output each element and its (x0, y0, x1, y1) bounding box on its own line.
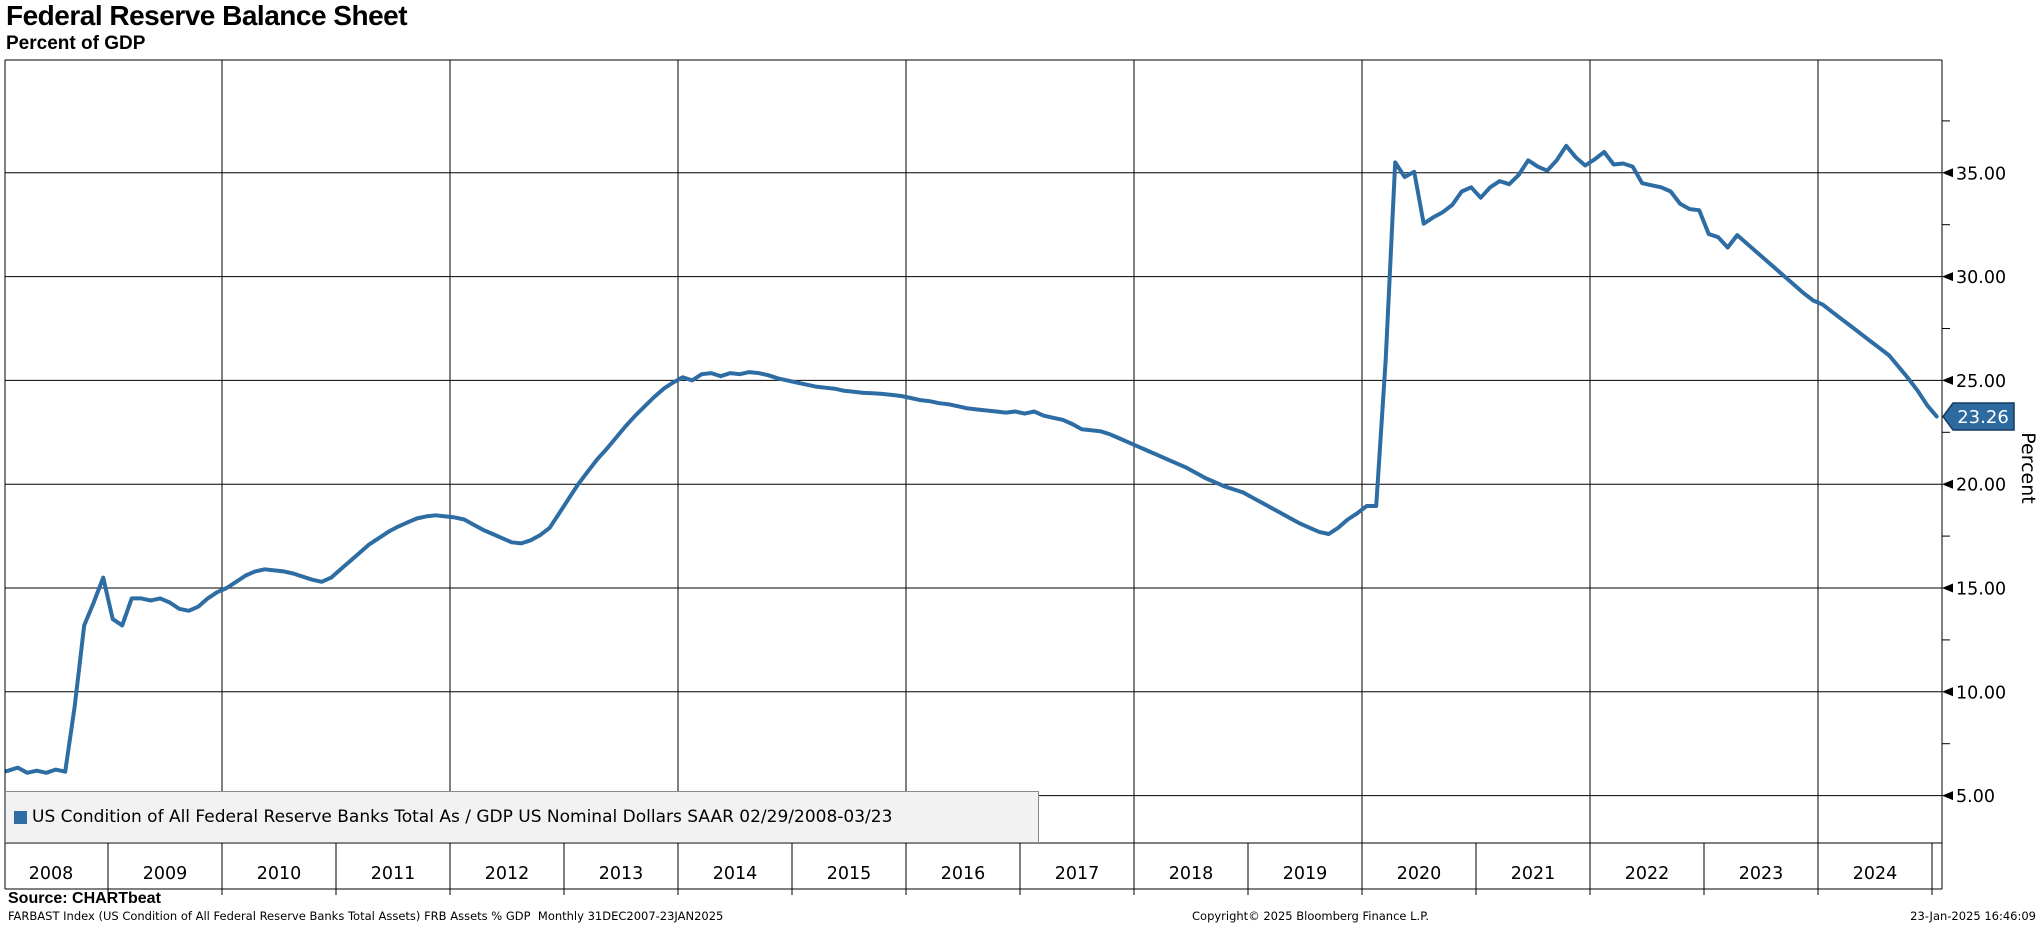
y-tick-label: 20.00 (1956, 476, 2006, 496)
x-tick-label: 2017 (1055, 864, 1100, 884)
y-axis-title: Percent (2017, 432, 2039, 504)
legend-series-label: US Condition of All Federal Reserve Bank… (32, 807, 893, 827)
x-tick-label: 2016 (941, 864, 986, 884)
y-axis: 5.00 10.00 15.00 20.00 25.00 30.00 35.00 Percen… (1942, 120, 2039, 807)
ticker-description: FARBAST Index (US Condition of All Feder… (8, 909, 724, 923)
x-tick-label: 2011 (371, 864, 416, 884)
plot-frame (4, 59, 1943, 890)
x-tick-label: 2022 (1625, 864, 1670, 884)
x-axis: 2008 2009 2010 2011 2012 2013 2014 2015 2016 2017… (29, 843, 1933, 895)
y-tick-label: 5.00 (1956, 787, 1995, 807)
series-line (5, 143, 1939, 775)
copyright-text: Copyright© 2025 Bloomberg Finance L.P. (1192, 909, 1429, 923)
y-tick-label: 35.00 (1956, 164, 2006, 184)
y-tick-label: 30.00 (1956, 268, 2006, 288)
last-value-badge: 23.26 (1942, 402, 2015, 431)
y-tick-label: 25.00 (1956, 372, 2006, 392)
page-title: Federal Reserve Balance Sheet (6, 0, 408, 31)
y-tick-label: 15.00 (1956, 580, 2006, 600)
x-tick-label: 2014 (713, 864, 758, 884)
y-tick-label: 10.00 (1956, 683, 2006, 703)
gridlines (5, 60, 1942, 843)
x-tick-label: 2021 (1511, 864, 1556, 884)
last-value-label: 23.26 (1957, 407, 2009, 428)
timestamp-text: 23-Jan-2025 16:46:09 (1910, 909, 2036, 923)
x-tick-label: 2012 (485, 864, 530, 884)
x-tick-label: 2018 (1169, 864, 1214, 884)
x-tick-label: 2023 (1739, 864, 1784, 884)
x-tick-label: 2013 (599, 864, 644, 884)
page-subtitle: Percent of GDP (6, 33, 146, 54)
source-line: Source: CHARTbeat (8, 890, 161, 907)
chart-legend: US Condition of All Federal Reserve Bank… (5, 791, 1039, 843)
legend-series-marker (14, 810, 27, 824)
x-tick-label: 2009 (143, 864, 188, 884)
x-tick-label: 2010 (257, 864, 302, 884)
x-tick-label: 2024 (1853, 864, 1898, 884)
x-tick-label: 2019 (1283, 864, 1328, 884)
x-tick-label: 2015 (827, 864, 872, 884)
x-tick-label: 2020 (1397, 864, 1442, 884)
series-group (5, 143, 1939, 775)
x-tick-label: 2008 (29, 864, 74, 884)
